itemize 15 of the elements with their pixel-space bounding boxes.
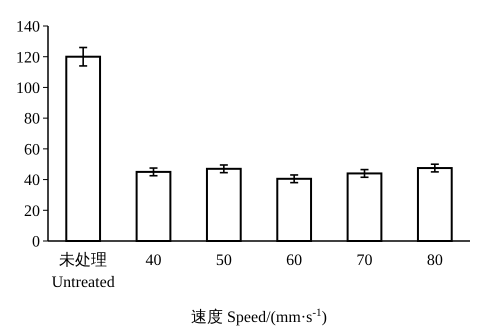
y-tick-label: 20 bbox=[24, 202, 40, 220]
x-tick-label: 80 bbox=[426, 252, 443, 269]
y-tick-label: 40 bbox=[24, 172, 40, 190]
x-tick-label: 50 bbox=[216, 252, 232, 269]
x-tick-label: 70 bbox=[356, 252, 372, 269]
x-axis-title: 速度 Speed/(mm·s$^{-1}$) bbox=[191, 307, 327, 326]
y-tick-label: 100 bbox=[16, 80, 40, 98]
x-tick-label: 40 bbox=[146, 252, 162, 269]
y-tick-label: 60 bbox=[24, 141, 40, 158]
x-tick-label: 60 bbox=[286, 252, 302, 269]
x-tick-label: 未处理 Untreated bbox=[52, 251, 115, 291]
y-tick-label: 140 bbox=[16, 18, 40, 36]
y-tick-label: 80 bbox=[24, 110, 40, 128]
y-tick-label: 0 bbox=[32, 234, 40, 251]
y-tick-label: 120 bbox=[16, 49, 40, 66]
